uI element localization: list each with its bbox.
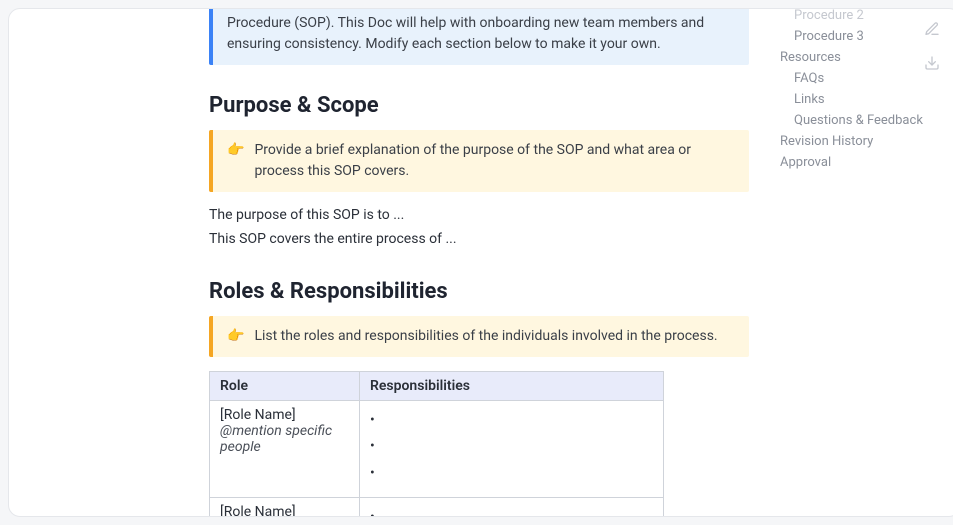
- purpose-body-line1: The purpose of this SOP is to ...: [209, 204, 749, 226]
- outline-item[interactable]: Links: [780, 89, 940, 110]
- responsibility-list: [370, 407, 653, 487]
- outline-list: Procedure 2Procedure 3ResourcesFAQsLinks…: [780, 8, 940, 173]
- role-mention: @mention specific people: [220, 423, 349, 455]
- purpose-callout: 👉 Provide a brief explanation of the pur…: [209, 130, 749, 192]
- responsibility-item: [370, 460, 653, 487]
- intro-line2: consistency. Modify each section below t…: [284, 36, 660, 52]
- intro-callout: Procedure (SOP). This Doc will help with…: [209, 9, 749, 65]
- roles-heading: Roles & Responsibilities: [209, 279, 749, 304]
- purpose-callout-text: Provide a brief explanation of the purpo…: [254, 140, 735, 182]
- sidebar-action-icons: [924, 21, 940, 71]
- responsibilities-cell: [360, 400, 664, 497]
- outline-item[interactable]: Questions & Feedback: [780, 110, 940, 131]
- document-card: Procedure (SOP). This Doc will help with…: [8, 8, 953, 517]
- table-row[interactable]: [Role Name]@mention specific people: [210, 400, 664, 497]
- outline-item[interactable]: FAQs: [780, 68, 940, 89]
- pointing-hand-icon: 👉: [227, 140, 244, 182]
- roles-callout-text: List the roles and responsibilities of t…: [254, 326, 735, 347]
- main-content: Procedure (SOP). This Doc will help with…: [9, 9, 780, 516]
- role-cell: [Role Name]@mention specific people: [210, 400, 360, 497]
- table-row[interactable]: [Role Name]@mention specific people: [210, 497, 664, 516]
- responsibility-item: [370, 433, 653, 460]
- roles-table: Role Responsibilities [Role Name]@mentio…: [209, 371, 664, 516]
- outline-item[interactable]: Approval: [780, 152, 940, 173]
- outline-item[interactable]: Resources: [780, 47, 940, 68]
- download-icon[interactable]: [924, 55, 940, 71]
- intro-callout-text: Procedure (SOP). This Doc will help with…: [227, 13, 735, 55]
- col-header-role: Role: [210, 371, 360, 400]
- outline-item[interactable]: Revision History: [780, 131, 940, 152]
- purpose-body[interactable]: The purpose of this SOP is to ... This S…: [209, 204, 749, 251]
- col-header-responsibilities: Responsibilities: [360, 371, 664, 400]
- responsibility-list: [370, 504, 653, 516]
- roles-tbody: [Role Name]@mention specific people[Role…: [210, 400, 664, 516]
- role-cell: [Role Name]@mention specific people: [210, 497, 360, 516]
- outline-item[interactable]: Procedure 3: [780, 26, 940, 47]
- edit-icon[interactable]: [924, 21, 940, 37]
- purpose-body-line2: This SOP covers the entire process of ..…: [209, 228, 749, 250]
- outline-sidebar: Procedure 2Procedure 3ResourcesFAQsLinks…: [780, 9, 953, 516]
- pointing-hand-icon: 👉: [227, 326, 244, 347]
- purpose-heading: Purpose & Scope: [209, 93, 749, 118]
- outline-item[interactable]: Procedure 2: [780, 8, 940, 26]
- responsibilities-cell: [360, 497, 664, 516]
- responsibility-item: [370, 504, 653, 516]
- role-name: [Role Name]: [220, 504, 349, 516]
- responsibility-item: [370, 407, 653, 434]
- roles-callout: 👉 List the roles and responsibilities of…: [209, 316, 749, 357]
- role-name: [Role Name]: [220, 407, 349, 423]
